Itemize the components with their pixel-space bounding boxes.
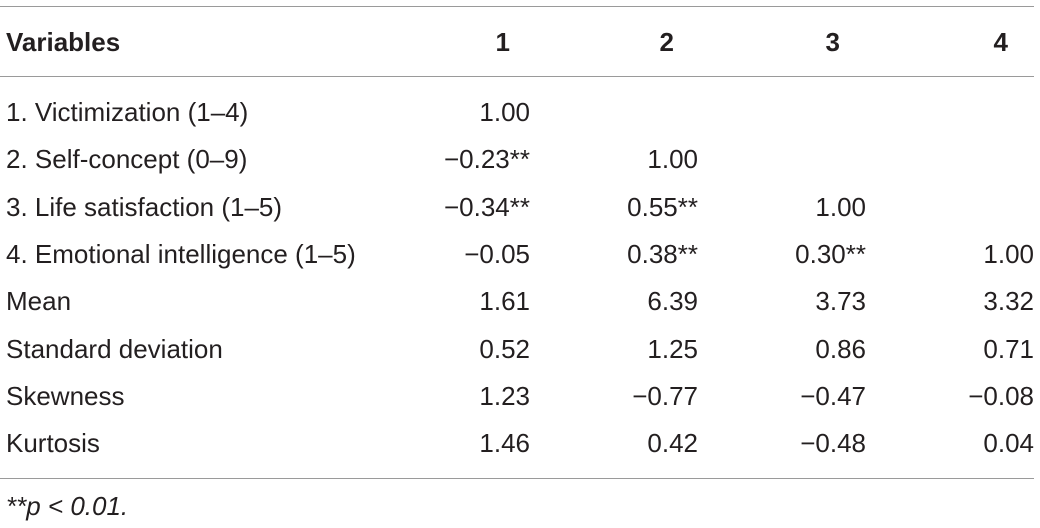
table-row: Kurtosis 1.46 0.42 −0.48 0.04 [0,419,1034,467]
cell-col-4: −0.08 [968,381,1034,411]
cell-col-2: 0.55** [627,192,698,222]
cell-col-2: −0.77 [632,381,698,411]
cell-col-4: 3.32 [983,286,1034,316]
cell-col-2: 0.38** [627,239,698,269]
row-label: 2. Self-concept (0–9) [6,144,248,174]
header-col-1: 1 [495,27,510,57]
table-row: Standard deviation 0.52 1.25 0.86 0.71 [0,325,1034,373]
cell-col-4: 1.00 [983,239,1034,269]
row-label: 4. Emotional intelligence (1–5) [6,239,356,269]
table-header-row: Variables 1 2 3 4 [0,18,1034,66]
row-label: Skewness [6,381,125,411]
cell-col-1: 1.61 [479,286,530,316]
header-col-2: 2 [659,27,674,57]
table-bottom-rule [0,478,1034,479]
header-variables: Variables [6,27,121,57]
cell-col-4: 0.71 [983,334,1034,364]
table-footnote: **p < 0.01. [6,491,129,521]
table-row: 3. Life satisfaction (1–5) −0.34** 0.55*… [0,183,1034,231]
row-label: Standard deviation [6,334,223,364]
table-top-rule [0,6,1034,7]
row-label: Mean [6,286,72,316]
cell-col-1: 1.46 [479,428,530,458]
table-row: Mean 1.61 6.39 3.73 3.32 [0,277,1034,325]
cell-col-3: 3.73 [815,286,866,316]
table-row: Skewness 1.23 −0.77 −0.47 −0.08 [0,372,1034,420]
cell-col-3: 1.00 [815,192,866,222]
cell-col-2: 0.42 [647,428,698,458]
table-header-rule [0,76,1034,77]
cell-col-2: 1.00 [647,144,698,174]
cell-col-1: 1.00 [479,97,530,127]
cell-col-1: −0.34** [443,192,530,222]
header-col-3: 3 [825,27,840,57]
row-label: 1. Victimization (1–4) [6,97,249,127]
row-label: 3. Life satisfaction (1–5) [6,192,283,222]
cell-col-1: −0.23** [443,144,530,174]
cell-col-3: 0.86 [815,334,866,364]
cell-col-1: −0.05 [464,239,530,269]
table-row: 2. Self-concept (0–9) −0.23** 1.00 [0,135,1034,183]
cell-col-1: 0.52 [479,334,530,364]
cell-col-3: −0.47 [800,381,866,411]
cell-col-3: −0.48 [800,428,866,458]
table-row: 1. Victimization (1–4) 1.00 [0,88,1034,136]
header-col-4: 4 [993,27,1008,57]
cell-col-2: 6.39 [647,286,698,316]
row-label: Kurtosis [6,428,100,458]
table-row: 4. Emotional intelligence (1–5) −0.05 0.… [0,230,1034,278]
cell-col-1: 1.23 [479,381,530,411]
cell-col-2: 1.25 [647,334,698,364]
cell-col-4: 0.04 [983,428,1034,458]
cell-col-3: 0.30** [795,239,866,269]
